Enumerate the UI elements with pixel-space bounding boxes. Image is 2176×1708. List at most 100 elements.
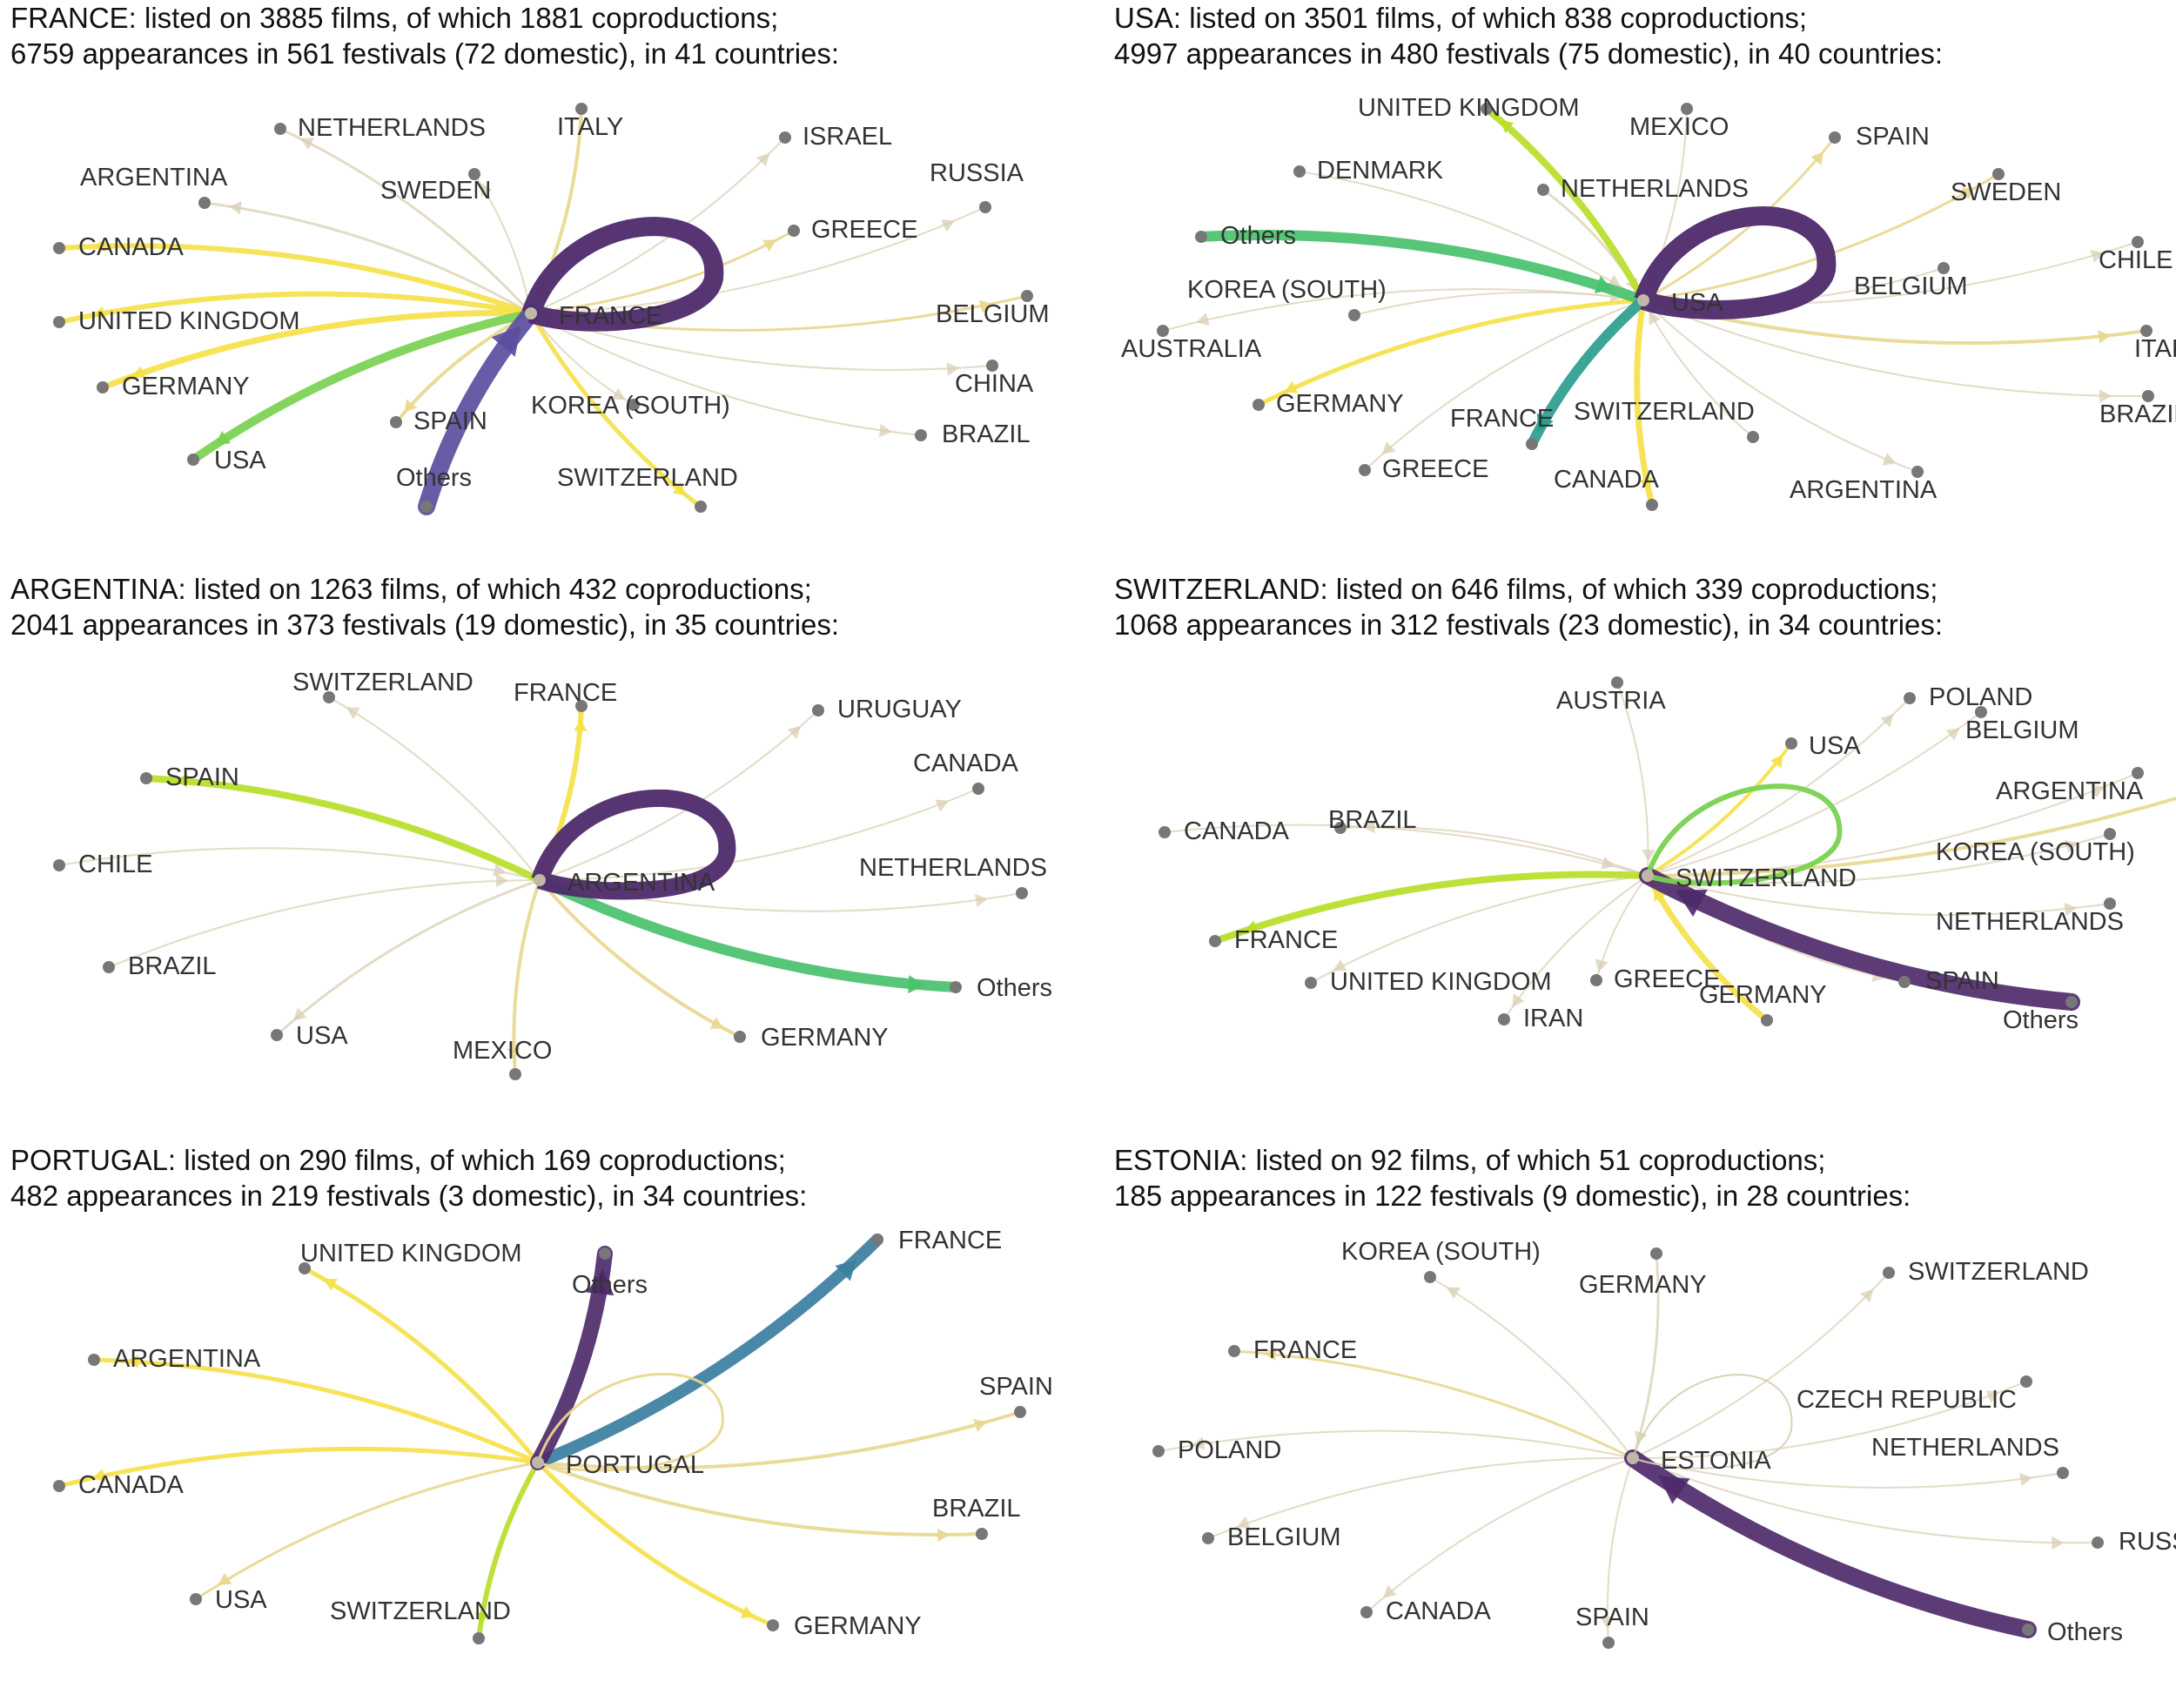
- center-node: [532, 1456, 544, 1469]
- edge-usa: [189, 309, 535, 464]
- node-label-belgium: BELGIUM: [1227, 1523, 1341, 1551]
- edge-brazil: [536, 1461, 984, 1537]
- edge-arrow-sweden: [1961, 187, 1976, 200]
- edge-russia: [530, 206, 986, 314]
- edge-united-kingdom: [302, 1266, 541, 1465]
- edge-argentina: [1642, 299, 1918, 473]
- edge-canada: [57, 243, 534, 316]
- node-label-others: Others: [1220, 222, 1296, 250]
- edge-arrow-poland: [1192, 1436, 1206, 1450]
- node-italy: [575, 103, 588, 115]
- node-canada: [1646, 499, 1658, 511]
- node-label-canada: CANADA: [1554, 466, 1660, 494]
- node-switzerland: [1747, 431, 1759, 443]
- node-label-germany: GERMANY: [1276, 390, 1404, 418]
- node-russia: [2092, 1537, 2104, 1549]
- panel-title: ARGENTINA: listed on 1263 films, of whic…: [10, 571, 839, 642]
- node-label-netherlands: NETHERLANDS: [1871, 1434, 2059, 1462]
- node-label-uruguay: URUGUAY: [837, 696, 962, 723]
- center-node-label: ESTONIA: [1661, 1447, 1771, 1475]
- node-label-brazil: BRAZIL: [932, 1495, 1021, 1523]
- edge-arrow-usa: [218, 1572, 232, 1585]
- edge-czech-republic: [1632, 1381, 2027, 1460]
- edge-arrow-brazil: [879, 423, 892, 438]
- node-brazil: [915, 429, 927, 441]
- node-argentina: [2132, 767, 2144, 779]
- edge-arrow-france: [835, 1259, 857, 1281]
- node-denmark: [1293, 165, 1306, 178]
- node-label-austria: AUSTRIA: [1556, 687, 1666, 715]
- node-united-kingdom: [53, 316, 65, 328]
- node-label-france: FRANCE: [514, 679, 617, 707]
- node-label-others: Others: [2047, 1618, 2123, 1646]
- node-label-germany: GERMANY: [1579, 1271, 1707, 1299]
- node-canada: [1159, 826, 1171, 838]
- node-usa: [271, 1029, 283, 1041]
- edge-arrow-korea-south: [611, 387, 626, 400]
- panel-title: USA: listed on 3501 films, of which 838 …: [1114, 0, 1943, 71]
- edges: [1158, 1252, 2099, 1644]
- edge-arrow-usa: [292, 1007, 307, 1021]
- node-russia: [979, 201, 991, 213]
- node-label-netherlands: NETHERLANDS: [859, 854, 1047, 882]
- node-label-spain: SPAIN: [413, 407, 487, 435]
- node-label-france: FRANCE: [1253, 1336, 1357, 1364]
- node-israel: [779, 131, 791, 144]
- node-chile: [53, 859, 65, 871]
- node-label-argentina: ARGENTINA: [1996, 777, 2144, 805]
- edge-greece: [529, 229, 796, 315]
- node-label-brazil: BRAZIL: [128, 952, 217, 980]
- edge-belgium: [1207, 1456, 1634, 1539]
- node-label-italy: ITALY: [2134, 335, 2176, 363]
- node-spain: [1014, 1406, 1026, 1418]
- edge-others: [1624, 1449, 2037, 1638]
- node-czech-republic: [2020, 1375, 2032, 1388]
- edge-usa: [194, 1461, 540, 1601]
- node-germany: [1761, 1014, 1773, 1026]
- title-line-2: 4997 appearances in 480 festivals (75 do…: [1114, 37, 1944, 70]
- edge-argentina: [203, 201, 533, 315]
- node-brazil: [976, 1528, 988, 1540]
- node-label-spain: SPAIN: [979, 1373, 1053, 1401]
- edge-canada: [1366, 1457, 1634, 1613]
- node-chile: [2132, 236, 2144, 248]
- edge-others: [1196, 229, 1649, 306]
- node-others: [950, 981, 962, 993]
- network-graph: SWITZERLANDAUSTRIAPOLANDBELGIUMITALYUSAA…: [1159, 676, 2176, 1034]
- node-china: [986, 360, 998, 372]
- edge-arrow-united-kingdom: [91, 306, 106, 319]
- node-label-netherlands: NETHERLANDS: [1936, 908, 2124, 936]
- node-label-sweden: SWEDEN: [1951, 178, 2061, 206]
- edge-arrow-canada: [1601, 856, 1615, 870]
- self-loop-edge: [531, 789, 736, 900]
- node-label-others: Others: [2003, 1006, 2079, 1034]
- node-label-united-kingdom: UNITED KINGDOM: [300, 1240, 522, 1268]
- nodes: USA UNITED KINGDOM MEXICO SPAIN DENMARK NETHE…: [1121, 94, 2176, 511]
- node-label-korea-south: KOREA (SOUTH): [1187, 276, 1387, 304]
- nodes: ARGENTINA SWITZERLAND FRANCE URUGUAY SPAIN CA…: [53, 669, 1052, 1080]
- edge-switzerland: [328, 696, 541, 881]
- edge-arrow-united-kingdom: [1500, 120, 1514, 133]
- node-usa: [190, 1593, 202, 1605]
- edge-arrow-others: [491, 325, 521, 357]
- edge-arrow-france: [1244, 920, 1259, 933]
- node-france: [1209, 935, 1221, 947]
- node-spain: [1829, 131, 1841, 144]
- edge-brazil: [108, 879, 541, 968]
- node-label-spain: SPAIN: [1575, 1604, 1649, 1631]
- edge-arrow-netherlands: [974, 893, 989, 908]
- panel-france: FRANCE: listed on 3885 films, of which 1…: [0, 0, 1088, 566]
- node-label-belgium: BELGIUM: [936, 300, 1050, 328]
- node-label-russia: RUSSIA: [2119, 1528, 2176, 1556]
- edge-arrow-argentina: [2091, 785, 2105, 798]
- edges: [57, 1234, 1022, 1641]
- edge-australia: [1162, 288, 1644, 332]
- node-label-spain: SPAIN: [165, 763, 239, 791]
- node-label-korea-south: KOREA (SOUTH): [1936, 838, 2135, 866]
- node-netherlands: [2057, 1467, 2069, 1479]
- self-loop-edge: [1634, 206, 1837, 319]
- node-label-netherlands: NETHERLANDS: [1561, 175, 1749, 203]
- edge-arrow-spain: [1600, 1617, 1614, 1630]
- edge-arrow-france: [1263, 1347, 1277, 1362]
- node-sweden: [1992, 168, 2005, 180]
